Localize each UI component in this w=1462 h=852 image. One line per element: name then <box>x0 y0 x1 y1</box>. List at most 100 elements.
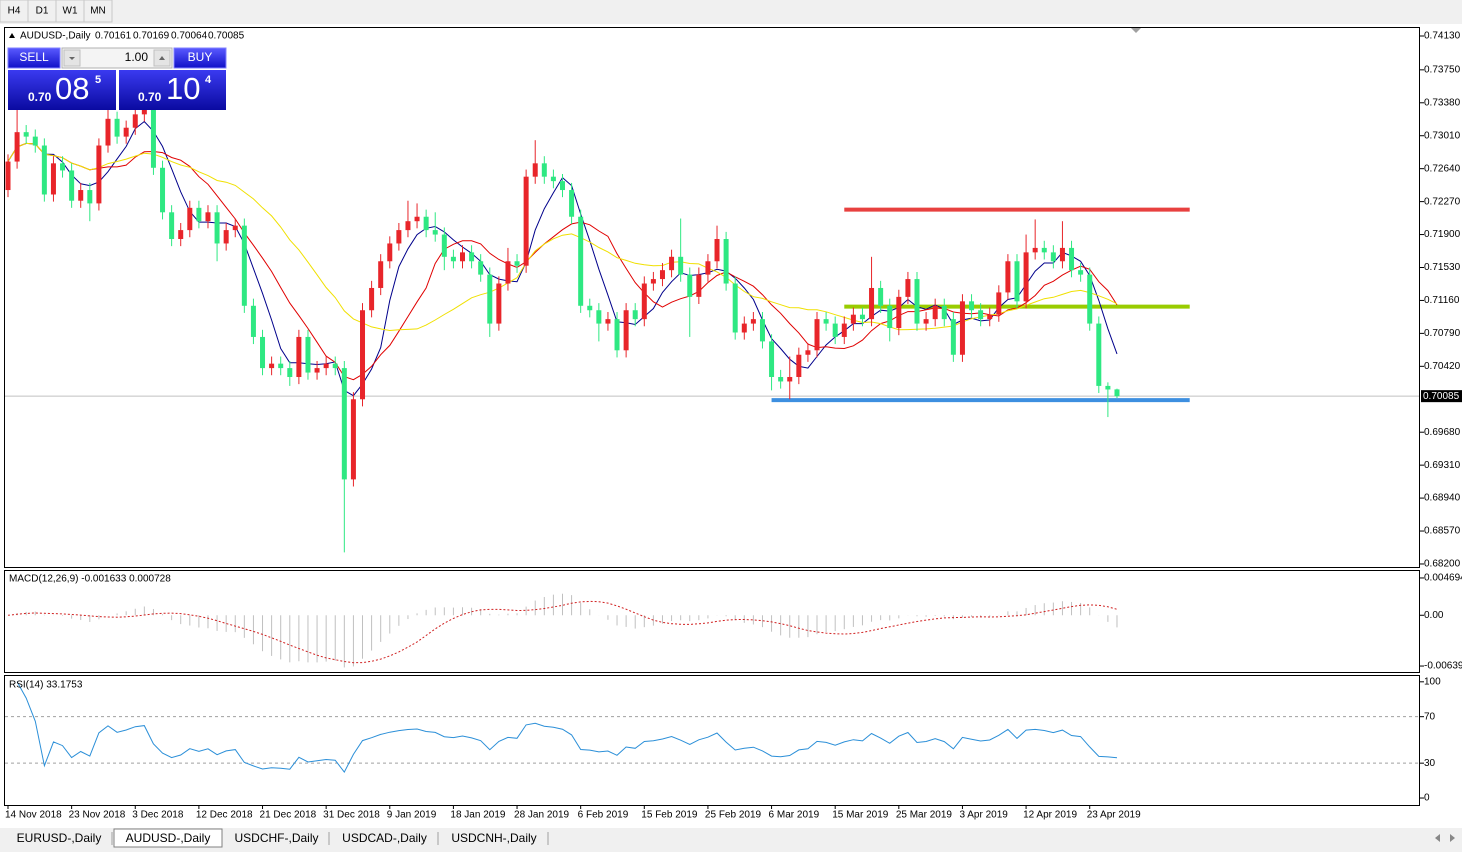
candle-body <box>823 319 829 324</box>
candle-body <box>360 310 366 400</box>
candle-body <box>778 377 784 382</box>
candle-body <box>487 274 493 324</box>
candle-body <box>1023 252 1029 302</box>
axes: 0.74130 0.73750 0.73380 0.73010 0.72640 0.722… <box>5 31 1462 821</box>
candle-body <box>441 234 447 257</box>
candle-body <box>532 163 538 177</box>
candle-body <box>932 305 938 320</box>
tab[interactable] <box>440 829 548 847</box>
candle-body <box>260 336 266 369</box>
sell-big: 08 <box>55 71 89 106</box>
sell-prefix: 0.70 <box>28 90 52 104</box>
x-tick-label: 3 Dec 2018 <box>132 810 184 821</box>
candle-body <box>314 368 320 373</box>
y-tick-label: 0.71160 <box>1424 295 1460 306</box>
y-tick-label: 30 <box>1424 758 1436 769</box>
candle-body <box>1014 261 1020 302</box>
moving-average <box>7 142 1118 381</box>
y-tick-label: 100 <box>1424 676 1441 687</box>
candle-body <box>923 319 929 324</box>
tab-label: AUDUSD-,Daily <box>126 831 211 845</box>
candle-body <box>105 118 111 146</box>
candle-body <box>223 230 229 244</box>
price-label-box <box>1421 390 1462 403</box>
candle-body <box>987 314 993 320</box>
buy-big: 10 <box>166 71 200 106</box>
candle-body <box>678 256 684 275</box>
y-tick-label: 0.72640 <box>1424 163 1461 174</box>
candle-body <box>196 207 202 222</box>
candle-body <box>814 319 820 351</box>
candle-body <box>69 170 75 201</box>
candle-body <box>278 363 284 369</box>
candle-body <box>469 252 475 262</box>
tab-label: USDCNH-,Daily <box>451 831 536 845</box>
y-tick-label: 0.71530 <box>1424 262 1461 273</box>
tab-scroll[interactable] <box>1435 834 1455 842</box>
tab-label: USDCAD-,Daily <box>342 831 427 845</box>
y-tick-label: 0.70790 <box>1424 328 1461 339</box>
tab[interactable] <box>224 829 329 847</box>
shift-marker <box>1131 28 1141 33</box>
candle-body <box>941 305 947 320</box>
candle-body <box>60 163 66 171</box>
candle-body <box>878 287 884 306</box>
y-tick-label: 0.00 <box>1424 610 1444 621</box>
candle-body <box>87 190 93 204</box>
candle-body <box>341 368 347 480</box>
candle-body <box>405 221 411 231</box>
moving-average <box>7 142 1118 332</box>
candle-body <box>5 161 11 191</box>
candle-body <box>150 109 156 168</box>
candle-body <box>569 190 575 217</box>
buy-price-box[interactable] <box>119 70 226 110</box>
candle-body <box>614 319 620 351</box>
x-tick-label: 21 Dec 2018 <box>260 810 317 821</box>
up-arrow <box>159 56 165 60</box>
candle-body <box>114 118 120 137</box>
candle-body <box>187 207 193 231</box>
candle-body <box>350 399 356 480</box>
sell-text: SELL <box>19 50 49 64</box>
x-tick-label: 18 Jan 2019 <box>450 810 505 821</box>
lot-value: 1.00 <box>125 50 149 64</box>
timeframe-bar: H4 D1 W1 MN <box>0 0 113 23</box>
buy-button[interactable] <box>173 47 227 69</box>
tab[interactable] <box>331 829 438 847</box>
sell-button[interactable] <box>7 47 61 69</box>
timeframe-label: H4 <box>8 6 21 17</box>
candle-body <box>1087 274 1093 324</box>
sell-price-box[interactable] <box>8 70 116 110</box>
y-tick-label: 0.70420 <box>1424 361 1461 372</box>
candle-body <box>650 279 656 284</box>
candle-body <box>687 274 693 297</box>
candle-body <box>496 283 502 324</box>
candle-body <box>841 323 847 337</box>
candle-body <box>850 314 856 324</box>
active-tab[interactable] <box>113 828 223 848</box>
candle-body <box>587 305 593 311</box>
candle-body <box>741 323 747 333</box>
candle-body <box>732 283 738 333</box>
x-tick-label: 12 Dec 2018 <box>196 810 253 821</box>
candle-body <box>387 243 393 262</box>
toolbar <box>0 0 1462 24</box>
x-tick-label: 6 Mar 2019 <box>769 810 820 821</box>
candle-body <box>996 292 1002 315</box>
candle-body <box>869 287 875 320</box>
candle-body <box>559 181 565 191</box>
lot-field[interactable] <box>61 47 173 69</box>
candle-body <box>950 319 956 355</box>
candle-body <box>269 363 275 369</box>
buy-prefix: 0.70 <box>138 90 162 104</box>
candle-body <box>332 363 338 369</box>
candle-body <box>696 274 702 297</box>
tab[interactable] <box>6 829 112 847</box>
candle-body <box>669 256 675 271</box>
y-tick-label: 0.71900 <box>1424 229 1461 240</box>
timeframe-button[interactable] <box>83 0 113 23</box>
candle-body <box>623 310 629 351</box>
candle-body <box>714 239 720 262</box>
candle-body <box>32 136 38 146</box>
y-tick-label: -0.00639 <box>1424 661 1462 672</box>
